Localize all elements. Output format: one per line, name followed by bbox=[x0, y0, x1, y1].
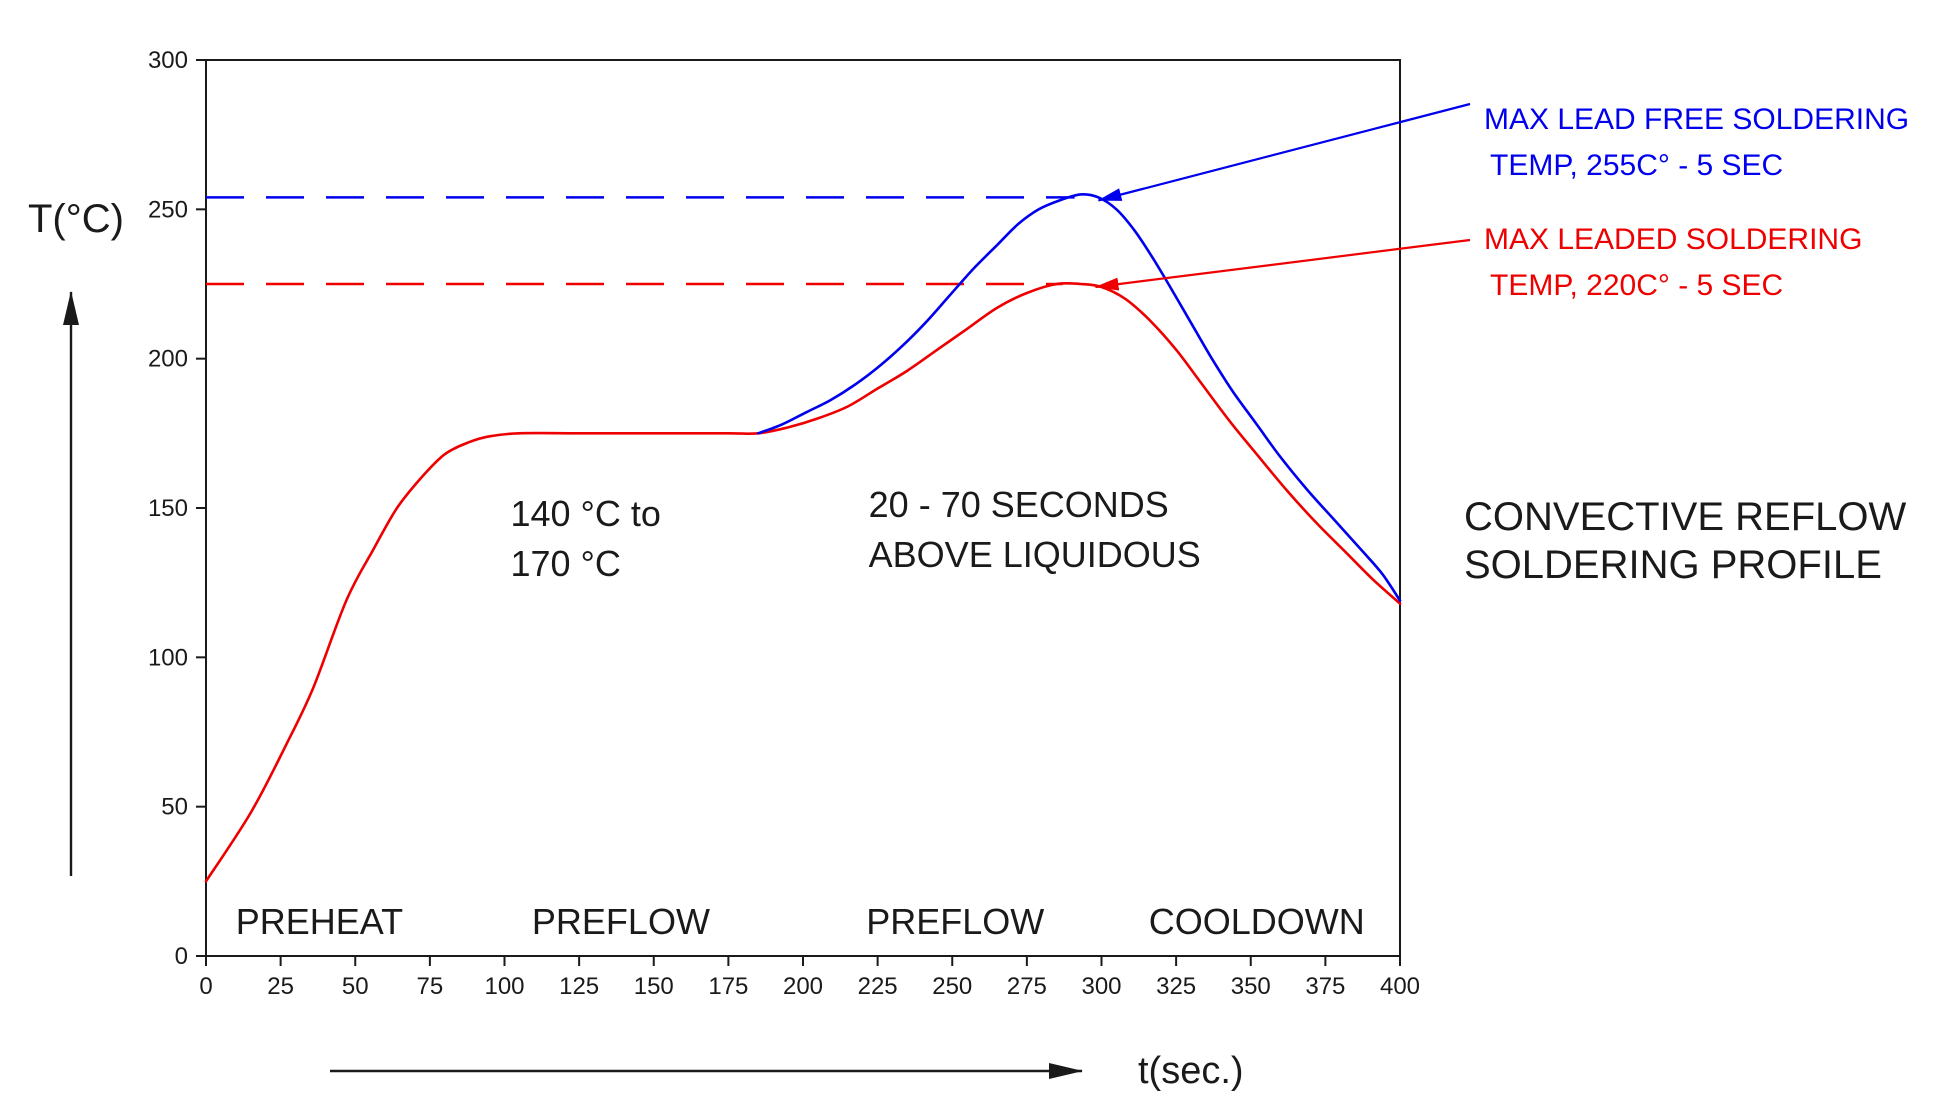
max-lead-free-callout-leader-arrow bbox=[1097, 102, 1471, 202]
phase-label-2: PREFLOW bbox=[866, 901, 1044, 942]
max-leaded-callout-text-line: TEMP, 220C° - 5 SEC bbox=[1490, 269, 1783, 302]
y-axis-label: T(°C) bbox=[28, 197, 124, 241]
x-tick-label: 100 bbox=[484, 973, 524, 1000]
x-tick-label: 325 bbox=[1156, 973, 1196, 1000]
x-tick-label: 350 bbox=[1231, 973, 1271, 1000]
preheat-range-note: 140 °C to 170 °C bbox=[510, 493, 660, 584]
phase-label-0: PREHEAT bbox=[236, 901, 403, 942]
x-tick-label: 300 bbox=[1081, 973, 1121, 1000]
x-tick-label: 150 bbox=[634, 973, 674, 1000]
max-leaded-callout-text-line: MAX LEADED SOLDERING bbox=[1484, 223, 1862, 256]
x-tick-label: 200 bbox=[783, 973, 823, 1000]
leaded-profile-curve bbox=[204, 281, 1402, 883]
y-axis-ticks: 0 50 100 150 200 250 300 bbox=[148, 47, 206, 970]
plot-border bbox=[205, 59, 1401, 957]
x-tick-label: 250 bbox=[932, 973, 972, 1000]
x-tick-label: 225 bbox=[858, 973, 898, 1000]
x-tick-label: 275 bbox=[1007, 973, 1047, 1000]
max-lead-free-callout-text-line: TEMP, 255C° - 5 SEC bbox=[1490, 149, 1783, 182]
liquidous-time-note-line: 20 - 70 SECONDS bbox=[869, 484, 1169, 525]
x-tick-label: 50 bbox=[342, 973, 369, 1000]
liquidous-time-note-line: ABOVE LIQUIDOUS bbox=[869, 534, 1201, 575]
phase-label-1: PREFLOW bbox=[532, 901, 710, 942]
y-tick-label: 250 bbox=[148, 196, 188, 223]
y-tick-label: 150 bbox=[148, 495, 188, 522]
x-axis-label: t(sec.) bbox=[1138, 1050, 1244, 1092]
phase-label-3: COOLDOWN bbox=[1149, 901, 1365, 942]
x-tick-label: 175 bbox=[708, 973, 748, 1000]
max-leaded-callout-leader-arrow bbox=[1094, 238, 1471, 291]
y-tick-label: 0 bbox=[175, 943, 188, 970]
max-leaded-callout: MAX LEADED SOLDERING TEMP, 220C° - 5 SEC bbox=[1094, 223, 1862, 302]
y-tick-label: 200 bbox=[148, 346, 188, 373]
lead-free-profile-curve bbox=[756, 192, 1402, 602]
y-tick-label: 100 bbox=[148, 644, 188, 671]
preheat-range-note-line: 170 °C bbox=[510, 543, 620, 584]
max-lead-free-callout: MAX LEAD FREE SOLDERING TEMP, 255C° - 5 S… bbox=[1097, 102, 1909, 202]
x-tick-label: 400 bbox=[1380, 973, 1420, 1000]
x-tick-label: 25 bbox=[267, 973, 294, 1000]
x-tick-label: 75 bbox=[417, 973, 444, 1000]
chart-title-line-0: CONVECTIVE REFLOW bbox=[1464, 495, 1907, 539]
x-tick-label: 375 bbox=[1305, 973, 1345, 1000]
preheat-range-note-line: 140 °C to bbox=[510, 493, 660, 534]
chart-title-line-1: SOLDERING PROFILE bbox=[1464, 543, 1882, 587]
y-tick-label: 300 bbox=[148, 47, 188, 74]
max-lead-free-callout-text-line: MAX LEAD FREE SOLDERING bbox=[1484, 103, 1909, 136]
x-axis-ticks: 0 25 50 75 100 125 150 175 200 225 250 275 300 325 350… bbox=[199, 956, 1420, 1000]
y-tick-label: 50 bbox=[161, 794, 188, 821]
x-tick-label: 0 bbox=[199, 973, 212, 1000]
x-tick-label: 125 bbox=[559, 973, 599, 1000]
liquidous-time-note: 20 - 70 SECONDS ABOVE LIQUIDOUS bbox=[869, 484, 1201, 575]
